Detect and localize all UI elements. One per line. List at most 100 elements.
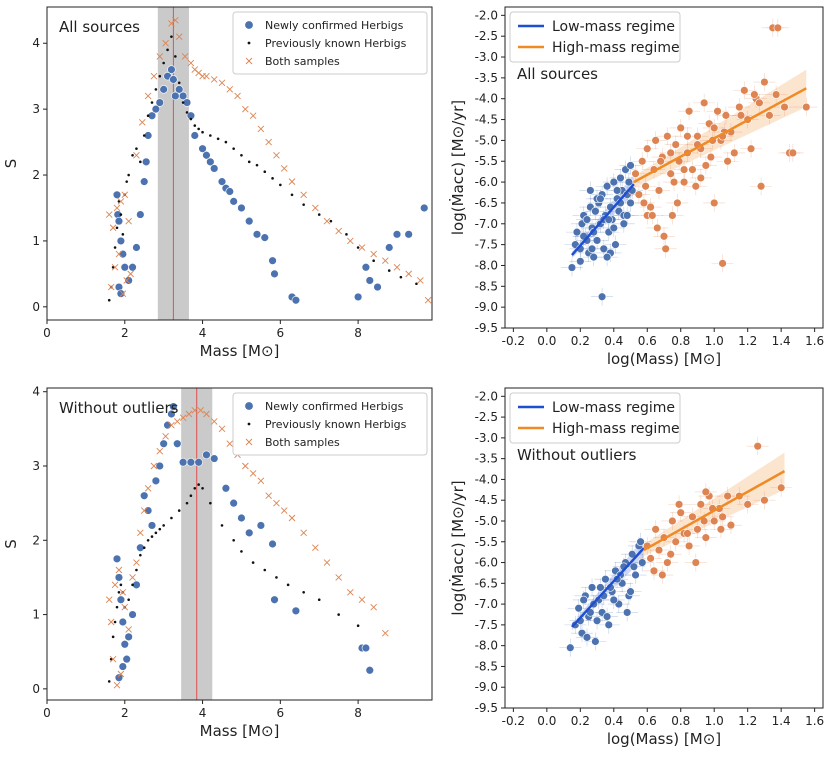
data-point	[210, 76, 218, 83]
data-point	[133, 559, 140, 566]
data-point	[132, 243, 141, 252]
data-point	[710, 198, 719, 208]
y-tick-label: -5.0	[475, 514, 498, 528]
x-tick-label: 0.2	[571, 334, 590, 348]
data-point	[237, 513, 246, 523]
plot-frame	[504, 6, 824, 329]
data-point	[121, 603, 129, 611]
data-point	[189, 117, 193, 121]
data-point	[688, 512, 697, 522]
data-point	[125, 626, 132, 633]
data-point	[609, 223, 618, 233]
data-point	[356, 246, 360, 249]
data-point	[668, 516, 677, 526]
data-point	[220, 524, 224, 527]
y-tick-label: -5.0	[475, 133, 498, 147]
y-tick-label: -8.0	[475, 639, 498, 653]
x-tick-label: 0.6	[638, 334, 657, 348]
data-point	[119, 290, 127, 297]
data-point	[113, 204, 121, 212]
data-point	[701, 161, 711, 170]
y-tick-label: -9.5	[475, 701, 498, 715]
data-point	[135, 147, 138, 150]
y-tick-label: -6.0	[475, 556, 498, 570]
data-point	[162, 432, 169, 440]
data-point	[121, 233, 125, 236]
data-point	[760, 496, 769, 505]
x-tick-label: 1.4	[772, 334, 791, 348]
data-point	[245, 528, 254, 538]
y-tick-label: -8.5	[475, 279, 498, 293]
data-point	[643, 144, 652, 153]
data-point	[201, 486, 204, 490]
data-point	[566, 643, 575, 652]
x-tick-label: 0.6	[638, 714, 657, 728]
data-point	[118, 249, 128, 259]
corner-label: Without outliers	[517, 446, 637, 464]
data-point	[668, 211, 677, 220]
y-tick-label: 4	[32, 36, 40, 50]
data-point	[693, 132, 702, 141]
data-point	[169, 75, 178, 84]
y-tick-label: -7.0	[475, 597, 498, 611]
x-tick-label: 1.6	[805, 714, 824, 728]
data-point	[567, 263, 577, 272]
data-point	[370, 603, 377, 611]
data-point	[701, 533, 711, 542]
data-point	[142, 546, 146, 550]
data-point	[119, 583, 123, 587]
data-point	[127, 598, 130, 602]
data-point	[716, 525, 726, 534]
x-tick-label: -0.2	[502, 714, 525, 728]
x-axis-label: Mass [M⊙]	[200, 722, 280, 740]
y-tick-label: -7.5	[475, 618, 498, 632]
data-point	[116, 595, 126, 604]
data-point	[127, 270, 134, 278]
data-point	[226, 86, 234, 93]
data-point	[203, 72, 210, 80]
data-point	[169, 402, 178, 411]
data-point	[701, 487, 711, 497]
data-point	[191, 406, 199, 414]
plot-frame	[46, 387, 433, 701]
data-point	[117, 590, 121, 594]
data-point	[604, 620, 613, 630]
data-point	[257, 125, 265, 133]
data-point	[335, 574, 342, 581]
legend-label: High-mass regime	[552, 40, 680, 56]
data-point	[268, 539, 277, 549]
data-point	[119, 213, 123, 216]
data-point	[109, 224, 117, 232]
panel-tr: -0.2 0.0 0.2 0.4 0.6 0.8 1.0 1.2 1.4 1.6 -2.0 -2.5 -…	[448, 6, 824, 368]
data-point	[358, 244, 366, 251]
data-point	[117, 200, 121, 203]
data-point	[661, 244, 670, 253]
data-point	[627, 550, 637, 559]
y-tick-label: -3.5	[475, 71, 498, 85]
data-point	[140, 177, 149, 186]
data-point	[185, 501, 189, 505]
data-point	[656, 157, 665, 166]
data-point	[683, 132, 692, 141]
data-point	[270, 269, 279, 279]
data-point	[756, 182, 766, 191]
data-point	[736, 111, 746, 120]
data-point	[112, 554, 122, 564]
data-point	[150, 535, 154, 538]
y-tick-label: 1	[32, 608, 40, 622]
data-point	[361, 643, 371, 653]
corner-label: All sources	[517, 65, 598, 83]
data-point	[158, 74, 162, 78]
data-point	[111, 263, 119, 271]
data-point	[279, 183, 282, 187]
data-point	[268, 256, 277, 265]
data-point	[688, 165, 697, 174]
data-point	[631, 570, 640, 580]
data-point	[156, 447, 164, 455]
data-point	[572, 227, 582, 237]
data-point	[234, 92, 241, 100]
data-point	[109, 655, 117, 663]
data-point	[118, 662, 128, 671]
data-point	[121, 191, 129, 199]
plot-frame	[504, 387, 824, 709]
